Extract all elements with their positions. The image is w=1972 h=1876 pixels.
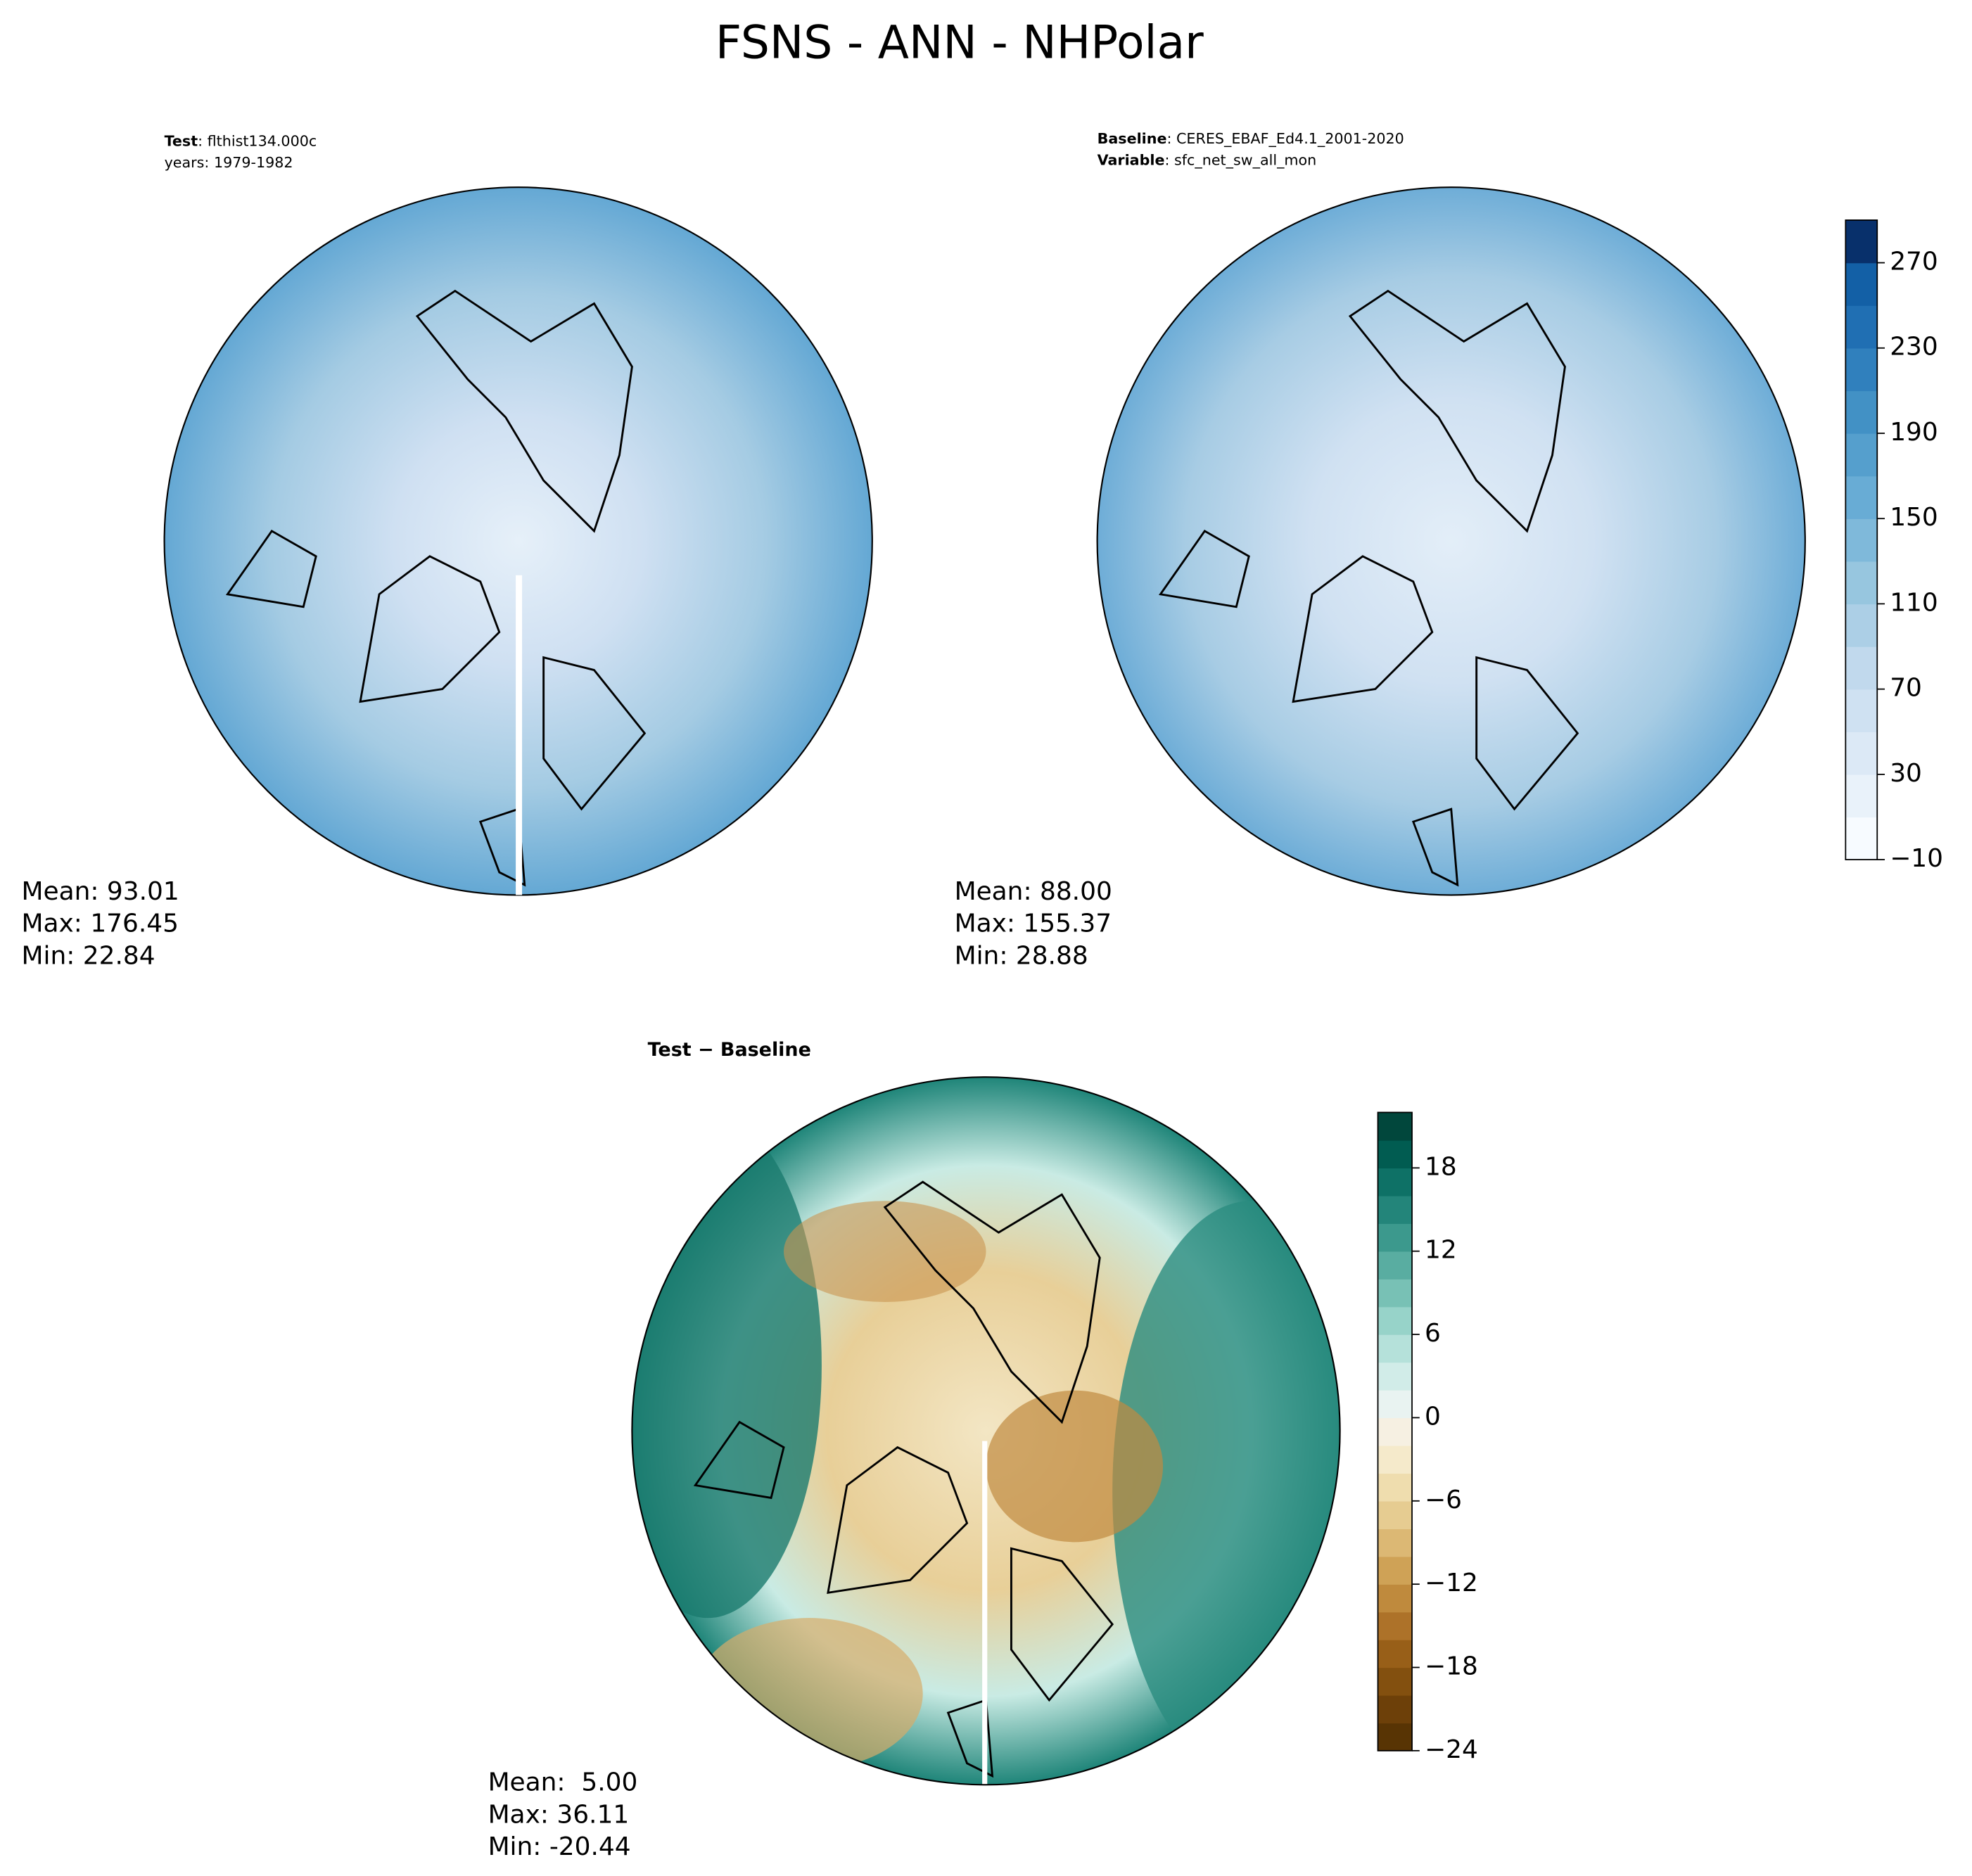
map-difference	[631, 1076, 1341, 1786]
colorbar-band	[1378, 1140, 1413, 1169]
colorbar-band	[1845, 476, 1878, 519]
panel-label: years: 1979-1982	[165, 154, 293, 171]
stat-line: Min: 28.88	[955, 941, 1088, 970]
colorbar-band	[1378, 1389, 1413, 1419]
colorbar-band	[1845, 561, 1878, 605]
map-baseline	[1096, 186, 1806, 896]
stat-line: Mean: 93.01	[22, 877, 179, 906]
colorbar-band	[1378, 1667, 1413, 1696]
colorbar-tick-label: 150	[1890, 503, 1938, 532]
colorbar-band	[1378, 1417, 1413, 1446]
stat-line: Max: 155.37	[955, 910, 1112, 938]
colorbar-band	[1845, 689, 1878, 732]
colorbar-band	[1378, 1279, 1413, 1308]
colorbar-frame	[1377, 1111, 1413, 1751]
colorbar-band	[1378, 1334, 1413, 1363]
colorbar-tick-label: 0	[1425, 1402, 1441, 1431]
label-key: Baseline	[1098, 130, 1167, 147]
colorbar-tick-label: 30	[1890, 759, 1922, 788]
colorbar-band	[1378, 1445, 1413, 1474]
colorbar-tick-label: 270	[1890, 248, 1938, 276]
colorbar-frame	[1845, 219, 1878, 860]
label-text: years: 1979-1982	[165, 154, 293, 171]
figure-title: FSNS - ANN - NHPolar	[715, 17, 1204, 70]
colorbar-band	[1845, 390, 1878, 434]
colorbar-band	[1845, 732, 1878, 775]
panel-label: Baseline: CERES_EBAF_Ed4.1_2001-2020	[1098, 130, 1404, 147]
stat-line: Mean: 88.00	[955, 877, 1112, 906]
colorbar-band	[1378, 1500, 1413, 1529]
label-text: : CERES_EBAF_Ed4.1_2001-2020	[1166, 130, 1404, 147]
colorbar-tick-label: 12	[1425, 1236, 1457, 1265]
colorbar-band	[1378, 1556, 1413, 1585]
colorbar-band	[1378, 1195, 1413, 1224]
panel-heading: Test − Baseline	[648, 1039, 811, 1061]
label-key: Variable	[1098, 151, 1165, 168]
colorbar-tick-label: 18	[1425, 1152, 1457, 1181]
colorbar-band	[1845, 817, 1878, 860]
stat-line: Min: 22.84	[22, 941, 155, 970]
stat-line: Mean: 5.00	[488, 1768, 638, 1797]
colorbar-tick-label: 110	[1890, 588, 1938, 617]
colorbar-band	[1378, 1529, 1413, 1557]
colorbar-band	[1378, 1723, 1413, 1751]
colorbar-band	[1845, 774, 1878, 818]
colorbar-tick-label: −10	[1890, 844, 1943, 873]
panel-label: Variable: sfc_net_sw_all_mon	[1098, 151, 1317, 168]
colorbar-band	[1378, 1612, 1413, 1640]
colorbar-band	[1378, 1362, 1413, 1391]
colorbar-tick-label: −18	[1425, 1652, 1478, 1680]
label-text: : sfc_net_sw_all_mon	[1165, 151, 1317, 168]
colorbar-band	[1845, 646, 1878, 690]
colorbar-band	[1845, 433, 1878, 477]
stat-line: Min: -20.44	[488, 1832, 631, 1861]
colorbar-band	[1378, 1112, 1413, 1141]
colorbar-tick-label: 190	[1890, 418, 1938, 447]
colorbar-band	[1378, 1584, 1413, 1613]
colorbar-tick-label: −24	[1425, 1735, 1478, 1764]
colorbar-band	[1378, 1306, 1413, 1335]
label-key: Test	[165, 133, 198, 150]
colorbar-band	[1845, 305, 1878, 349]
colorbar-tick-label: −12	[1425, 1569, 1478, 1597]
colorbar-band	[1845, 518, 1878, 562]
colorbar-band	[1378, 1640, 1413, 1668]
colorbar-band	[1845, 262, 1878, 306]
colorbar-tick-label: 70	[1890, 674, 1922, 703]
stat-line: Max: 36.11	[488, 1800, 630, 1829]
colorbar-band	[1378, 1251, 1413, 1280]
colorbar-band	[1378, 1473, 1413, 1502]
colorbar-band	[1845, 347, 1878, 392]
colorbar-band	[1845, 604, 1878, 647]
colorbar-tick-label: 6	[1425, 1319, 1441, 1348]
panel-label: Test: flthist134.000c	[165, 133, 317, 150]
label-text: : flthist134.000c	[198, 133, 317, 150]
colorbar-band	[1378, 1223, 1413, 1252]
colorbar-tick-label: 230	[1890, 333, 1938, 362]
colorbar-tick-label: −6	[1425, 1486, 1462, 1514]
colorbar-band	[1845, 219, 1878, 264]
colorbar-band	[1378, 1695, 1413, 1724]
colorbar-band	[1378, 1168, 1413, 1197]
map-test	[163, 186, 873, 896]
stat-line: Max: 176.45	[22, 910, 179, 938]
